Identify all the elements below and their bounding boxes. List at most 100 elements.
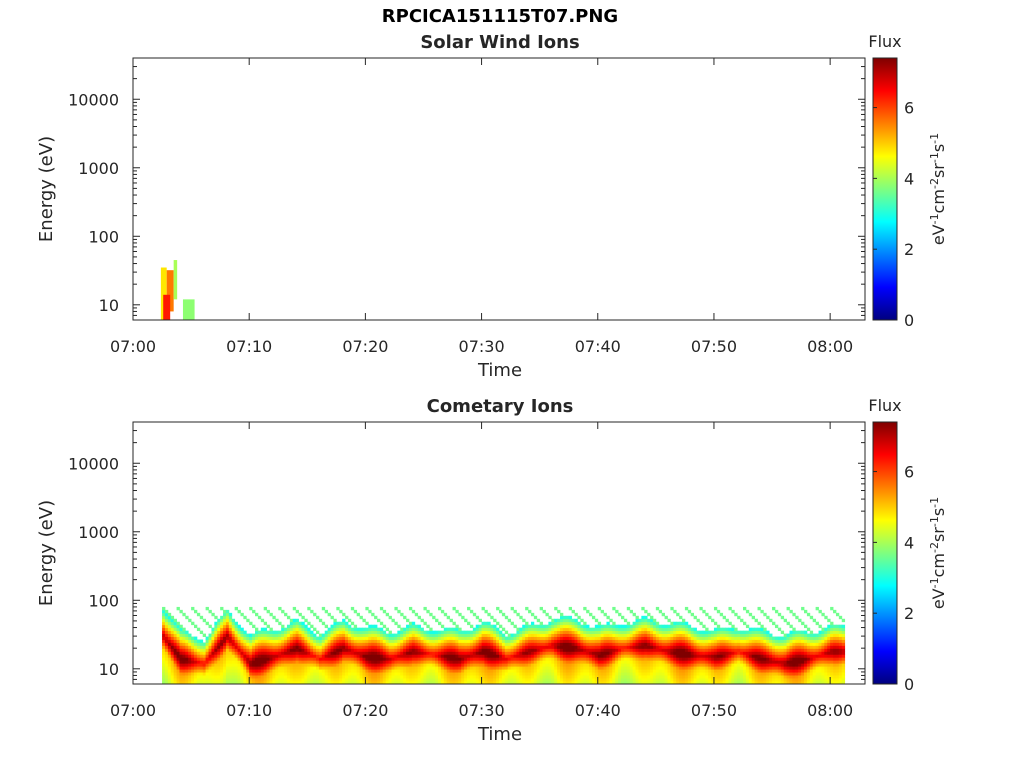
flux-cell [420,627,424,632]
flux-cell [327,651,331,655]
flux-cell [809,660,814,664]
flux-cell [562,645,567,649]
flux-cell [664,669,668,673]
flux-cell [199,630,204,635]
flux-cell [699,633,703,637]
flux-cell [231,675,236,679]
flux-cell [615,630,619,635]
flux-cell [789,633,793,637]
flux-cell [429,639,433,643]
flux-cell [281,681,285,685]
flux-cell [786,621,790,626]
flux-cell [716,630,721,635]
flux-cell [272,654,276,658]
flux-cell [580,630,584,635]
flux-cell [804,681,808,685]
flux-cell [745,648,750,652]
flux-cell [391,660,395,664]
flux-cell [411,666,416,670]
flux-cell [699,663,703,667]
flux-cell [528,651,532,655]
flux-cell [830,654,834,658]
flux-cell [499,681,503,685]
flux-cell [626,660,631,664]
flux-cell [356,612,360,617]
flux-cell [490,669,494,673]
flux-cell [162,648,166,652]
flux-cell [472,639,477,643]
flux-cell [609,657,613,661]
flux-cell [278,678,282,682]
flux-cell [255,660,259,664]
flux-cell [313,657,317,661]
flux-cell [359,642,363,646]
flux-cell [475,657,480,661]
flux-cell [173,630,177,635]
flux-cell [443,633,448,637]
flux-cell [275,666,279,670]
flux-cell [223,681,227,685]
flux-cell [336,657,340,661]
flux-cell [411,624,416,629]
flux-cell [345,648,349,652]
flux-cell [298,681,302,685]
flux-cell [667,648,671,652]
flux-cell [324,666,329,670]
flux-cell [368,609,372,614]
flux-cell [763,630,767,635]
flux-cell [594,663,599,667]
flux-cell [205,606,209,611]
flux-cell [417,636,421,640]
flux-cell [449,657,453,661]
flux-cell [539,606,543,611]
flux-cell [626,672,631,676]
flux-cell [687,666,692,670]
flux-cell [606,678,610,682]
flux-cell [618,633,622,637]
flux-cell [275,678,279,682]
flux-cell [667,657,671,661]
flux-cell [670,639,674,643]
flux-cell [777,612,782,617]
flux-cell [748,663,753,667]
flux-cell [650,615,654,620]
flux-cell [217,669,221,673]
flux-cell [223,639,227,643]
flux-cell [455,609,459,614]
flux-cell [594,651,599,655]
flux-cell [737,651,741,655]
flux-cell [188,618,192,623]
flux-cell [289,681,294,685]
flux-cell [234,630,238,635]
flux-cell [249,681,253,685]
flux-cell [629,636,634,640]
flux-cell [490,642,494,646]
flux-cell [708,666,712,670]
flux-cell [342,672,346,676]
flux-cell [350,654,355,658]
flux-cell [751,660,756,664]
flux-cell [345,660,349,664]
flux-cell [167,633,172,637]
flux-cell [530,675,535,679]
flux-cell [484,663,488,667]
flux-cell [257,675,262,679]
flux-cell [292,681,297,685]
flux-cell [333,681,337,685]
flux-cell [321,657,326,661]
flux-cell [801,630,805,635]
flux-cell [464,618,468,623]
flux-cell [423,681,427,685]
flux-cell [548,675,552,679]
flux-cell [162,651,166,655]
flux-cell [214,624,218,629]
flux-cell [545,639,549,643]
flux-cell [487,630,491,635]
flux-cell [223,660,227,664]
flux-cell [824,660,828,664]
flux-cell [696,678,700,682]
flux-cell [690,663,695,667]
flux-cell [673,660,677,664]
flux-cell [638,675,642,679]
flux-cell [429,642,433,646]
